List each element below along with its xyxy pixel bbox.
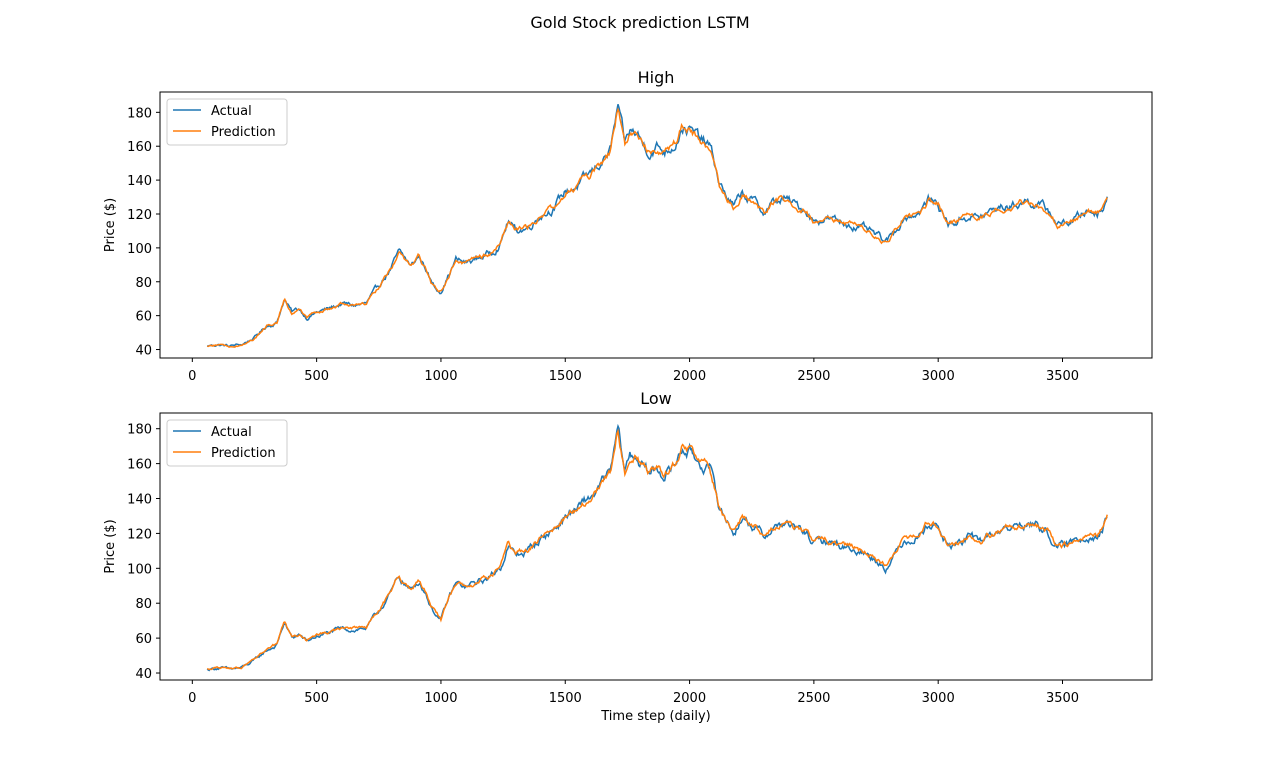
- x-tick-label: 1000: [424, 369, 457, 384]
- x-tick-label: 2500: [797, 369, 830, 384]
- x-tick-label: 2000: [673, 691, 706, 706]
- y-tick-label: 120: [127, 208, 152, 223]
- y-tick-label: 160: [127, 458, 152, 473]
- y-tick-label: 140: [127, 174, 152, 189]
- axes-frame: [159, 412, 1153, 681]
- y-tick-label: 100: [127, 242, 152, 257]
- y-tick-label: 80: [135, 597, 152, 612]
- legend: Actual Prediction: [166, 419, 288, 467]
- x-tick-label: 2500: [797, 691, 830, 706]
- y-tick-label: 60: [135, 310, 152, 325]
- y-tick-label: 80: [135, 276, 152, 291]
- series-line-actual: [206, 423, 1108, 672]
- legend: Actual Prediction: [166, 98, 288, 146]
- series-line-prediction: [207, 107, 1108, 348]
- legend-label-actual: Actual: [211, 425, 252, 440]
- y-tick-label: 100: [127, 562, 152, 577]
- y-axis-label: Price ($): [103, 198, 118, 252]
- x-tick-label: 2000: [673, 369, 706, 384]
- x-tick-label: 0: [188, 369, 196, 384]
- y-tick-label: 180: [127, 423, 152, 438]
- y-tick-label: 60: [135, 632, 152, 647]
- x-axis-label: Time step (daily): [600, 709, 710, 724]
- x-tick-label: 1000: [424, 691, 457, 706]
- legend-label-prediction: Prediction: [211, 446, 276, 461]
- x-tick-label: 3500: [1046, 369, 1079, 384]
- subplot-low: 0 500 1000 1500 2000 2500 3000 3500 40 60 80 100 120…: [103, 389, 1153, 706]
- plot-area: [160, 92, 1152, 358]
- x-tick-label: 3500: [1046, 691, 1079, 706]
- series-line-prediction: [206, 428, 1108, 671]
- y-tick-label: 120: [127, 527, 152, 542]
- y-tick-label: 160: [127, 140, 152, 155]
- figure-suptitle: Gold Stock prediction LSTM: [530, 13, 749, 32]
- plot-area: [160, 413, 1152, 680]
- x-tick-label: 3000: [922, 691, 955, 706]
- y-axis-label: Price ($): [103, 519, 118, 573]
- subplot-title: High: [638, 68, 675, 87]
- x-tick-label: 500: [304, 691, 329, 706]
- axes-frame: [159, 91, 1153, 359]
- legend-label-actual: Actual: [211, 104, 252, 119]
- x-tick-label: 1500: [549, 369, 582, 384]
- x-tick-label: 500: [304, 369, 329, 384]
- y-tick-label: 40: [135, 344, 152, 359]
- x-tick-label: 0: [188, 691, 196, 706]
- y-tick-label: 180: [127, 106, 152, 121]
- subplot-high: 0 500 1000 1500 2000 2500 3000 3500 40 60 80 100 120…: [103, 68, 1153, 384]
- y-tick-label: 140: [127, 493, 152, 508]
- x-tick-label: 1500: [549, 691, 582, 706]
- x-tick-label: 3000: [922, 369, 955, 384]
- subplot-title: Low: [640, 389, 672, 408]
- y-tick-label: 40: [135, 667, 152, 682]
- legend-label-prediction: Prediction: [211, 125, 276, 140]
